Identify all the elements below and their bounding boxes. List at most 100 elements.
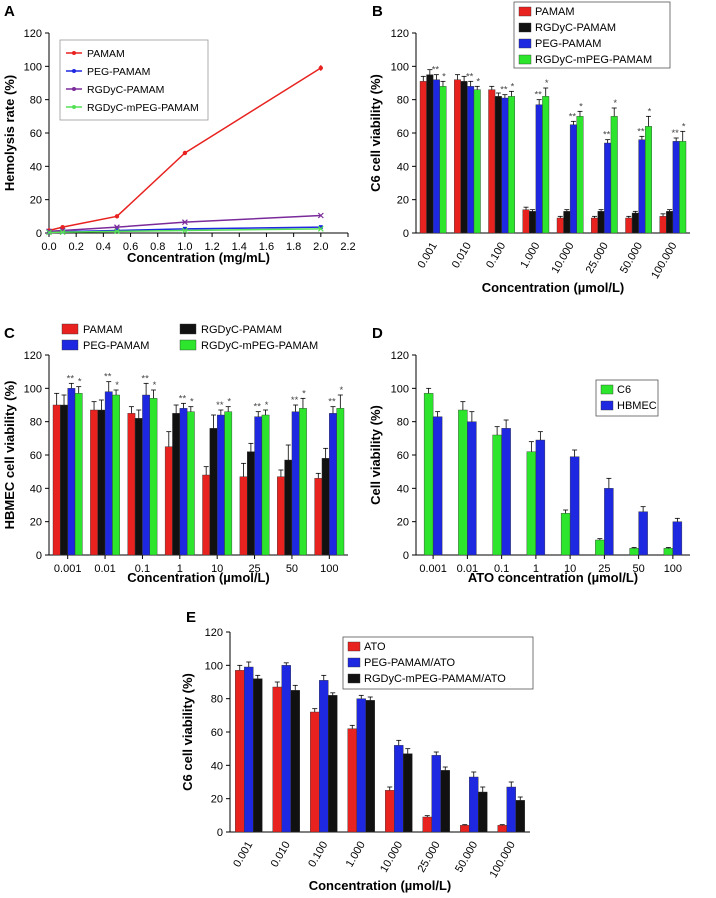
bar	[488, 89, 496, 234]
legend-label: PAMAM	[83, 324, 123, 336]
legend-swatch	[347, 657, 361, 668]
significance-mark: **	[67, 373, 75, 384]
bar	[556, 217, 564, 234]
x-tick-label: 0.001	[416, 241, 440, 271]
legend-swatch	[600, 384, 614, 395]
data-point	[114, 214, 120, 219]
y-tick-label: 60	[397, 128, 409, 140]
bar	[501, 97, 509, 234]
bar	[403, 753, 413, 833]
bar	[291, 411, 300, 556]
bar	[431, 755, 441, 833]
x-tick-label: 0.001	[231, 840, 255, 870]
legend: PAMAM RGDyC-PAMAM PEG-PAMAM RGDyC-mPEG-PAMA…	[513, 1, 671, 69]
legend-label: RGDyC-PAMAM	[87, 84, 164, 96]
panel-letter: C	[4, 325, 15, 342]
significance-mark: *	[613, 98, 617, 109]
bar	[186, 411, 195, 556]
x-tick-label: 1.4	[232, 241, 247, 253]
legend-marker	[72, 87, 76, 91]
x-tick-label: 0.001	[54, 563, 82, 575]
y-axis-title: C6 cell viability (%)	[180, 673, 195, 791]
bar	[597, 211, 605, 234]
legend-swatch	[518, 54, 532, 65]
bar	[535, 104, 543, 234]
significance-mark: *	[579, 101, 583, 112]
bar	[494, 96, 502, 234]
y-tick-label: 40	[30, 161, 42, 173]
legend-label: PEG-PAMAM	[535, 38, 601, 50]
data-point	[181, 227, 188, 234]
panel-b: B 0 20 40 60 80 100 120 Concentration (µmol/L) C6…	[368, 1, 690, 295]
data-point	[318, 225, 323, 230]
x-tick-label: 10	[211, 563, 223, 575]
y-tick-label: 20	[211, 794, 223, 806]
bar	[209, 428, 218, 556]
bar	[336, 408, 345, 556]
bar	[394, 745, 404, 833]
bar	[202, 474, 211, 556]
bar	[467, 421, 477, 556]
y-axis-title: Hemolysis rate (%)	[2, 75, 17, 191]
bar	[526, 451, 537, 556]
legend-label: RGDyC-mPEG-PAMAM	[201, 340, 318, 352]
bar	[104, 391, 113, 556]
bar	[149, 398, 158, 556]
x-tick-label: 50.000	[453, 840, 480, 875]
bar	[284, 459, 293, 556]
x-tick-label: 1.8	[286, 241, 301, 253]
legend-swatch	[518, 6, 532, 17]
data-point	[181, 219, 188, 226]
y-tick-label: 60	[211, 727, 223, 739]
legend-swatch	[347, 641, 361, 652]
bar	[625, 217, 633, 234]
x-tick-label: 1.2	[204, 241, 219, 253]
x-tick-label: 25.000	[416, 840, 443, 875]
bar	[423, 393, 434, 556]
significance-mark: **	[500, 85, 508, 96]
legend-marker	[72, 51, 76, 55]
bar	[321, 458, 330, 556]
bar	[529, 211, 537, 234]
legend-marker	[72, 69, 76, 73]
significance-mark: **	[534, 90, 542, 101]
bar	[629, 548, 639, 556]
x-tick-label: 0.010	[269, 840, 293, 870]
panel-letter: B	[372, 3, 383, 20]
bar	[644, 126, 652, 234]
x-tick-label: 2.2	[340, 241, 355, 253]
bar	[560, 513, 571, 556]
x-tick-label: 0.0	[41, 241, 56, 253]
bar	[365, 700, 375, 833]
bar	[239, 476, 248, 556]
y-tick-label: 20	[30, 517, 42, 529]
x-tick-label: 1	[533, 563, 539, 575]
x-axis-title: Concentration (µmol/L)	[309, 878, 452, 893]
legend-label: HBMEC	[617, 400, 657, 412]
bar	[253, 678, 263, 833]
significance-mark: **	[216, 400, 224, 411]
y-tick-label: 40	[30, 483, 42, 495]
bar	[67, 388, 76, 556]
bar	[347, 728, 357, 833]
bar	[522, 209, 530, 234]
data-point	[317, 212, 324, 219]
bar	[290, 690, 300, 833]
legend-label: RGDyC-mPEG-PAMAM	[535, 54, 652, 66]
x-tick-label: 100.000	[488, 840, 518, 880]
significance-mark: *	[302, 388, 306, 399]
x-axis-title: Concentration (µmol/L)	[127, 570, 270, 585]
legend-label: PEG-PAMAM/ATO	[364, 657, 456, 669]
panel-d: D 0 20 40 60 80 100 120 ATO concentration (µmol/…	[368, 325, 690, 585]
x-tick-label: 1.6	[259, 241, 274, 253]
legend-swatch	[600, 400, 614, 411]
data-point	[317, 225, 324, 232]
bar	[638, 139, 646, 234]
bar	[74, 393, 83, 556]
legend: PAMAM PEG-PAMAM RGDyC-PAMAM RGDyC-mPEG-PAMA…	[61, 323, 318, 352]
significance-mark: **	[104, 372, 112, 383]
bar	[247, 451, 255, 556]
legend-box	[59, 39, 209, 121]
x-tick-label: 25	[248, 563, 260, 575]
y-tick-label: 100	[24, 61, 42, 73]
